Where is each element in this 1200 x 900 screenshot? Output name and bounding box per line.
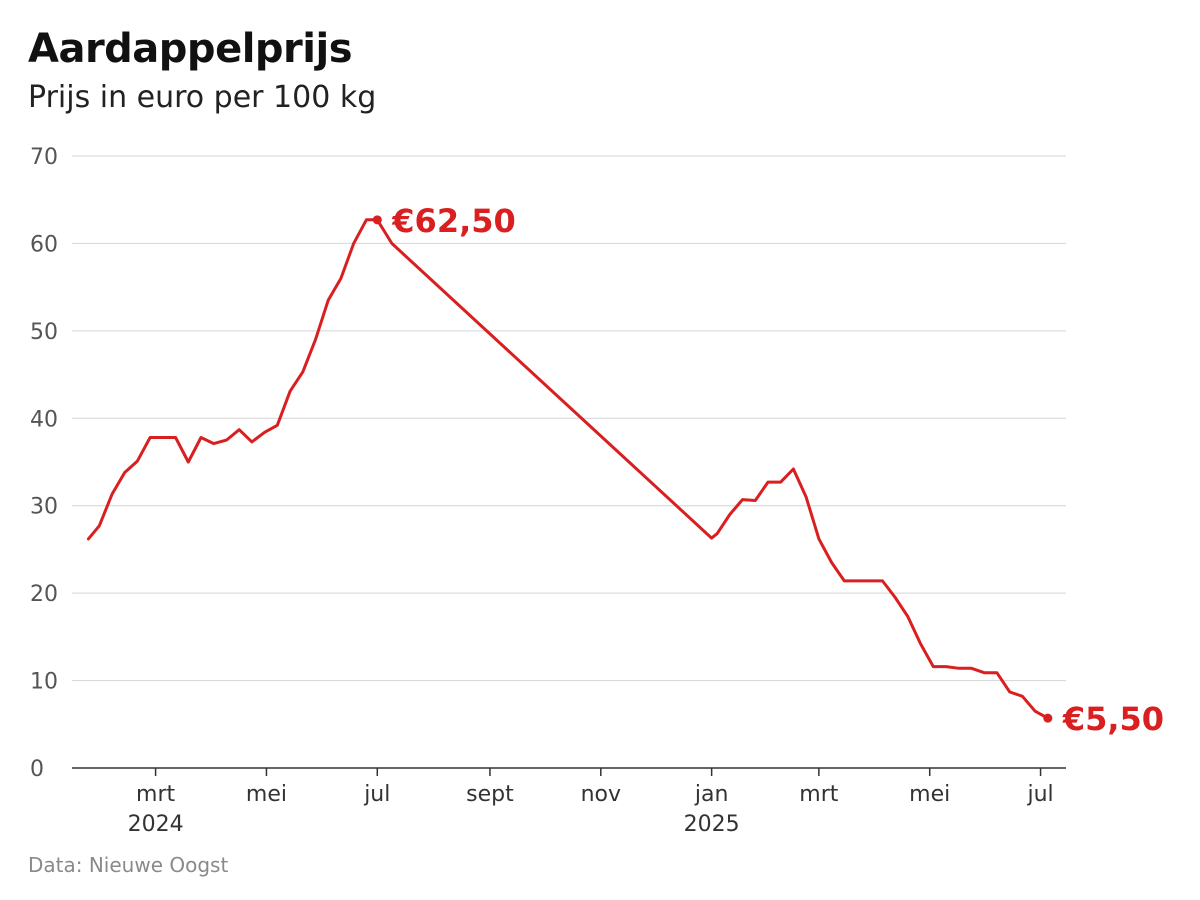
series-layer: [86, 218, 1050, 720]
x-tick-label: sept: [466, 782, 514, 807]
x-tick-label: jan: [694, 782, 729, 807]
x-tick-label: jul: [1026, 782, 1053, 807]
y-tick-label: 0: [30, 757, 44, 782]
x-axis: mrt 2024 mei jul sept nov jan 2025 mrt mei jul: [72, 767, 1066, 837]
y-axis-tick-labels: 0 10 20 30 40 50 60 70: [30, 145, 58, 782]
x-tick-year-label: 2025: [684, 812, 740, 837]
x-tick-label: mrt: [799, 782, 838, 807]
x-tick-label: jul: [363, 782, 390, 807]
y-tick-label: 20: [30, 582, 58, 607]
x-tick-label: mrt: [136, 782, 175, 807]
annotation-marker: [1043, 713, 1053, 723]
y-tick-label: 70: [30, 145, 58, 170]
peak-value-label: €62,50: [391, 202, 515, 240]
x-tick-label: mei: [909, 782, 950, 807]
latest-value-label: €5,50: [1062, 700, 1164, 738]
annotations: €62,50 €5,50: [372, 202, 1164, 738]
y-tick-label: 10: [30, 670, 58, 695]
y-tick-label: 60: [30, 232, 58, 257]
chart-subtitle: Prijs in euro per 100 kg: [28, 80, 377, 115]
y-tick-label: 40: [30, 407, 58, 432]
y-tick-label: 30: [30, 495, 58, 520]
annotation-marker: [372, 215, 382, 225]
price-line: [86, 218, 1050, 720]
y-tick-label: 50: [30, 320, 58, 345]
data-source: Data: Nieuwe Oogst: [28, 853, 229, 877]
chart-title: Aardappelprijs: [28, 26, 353, 72]
gridlines: [72, 155, 1066, 682]
x-tick-label: nov: [581, 782, 621, 807]
x-tick-year-label: 2024: [128, 812, 184, 837]
x-tick-label: mei: [246, 782, 287, 807]
